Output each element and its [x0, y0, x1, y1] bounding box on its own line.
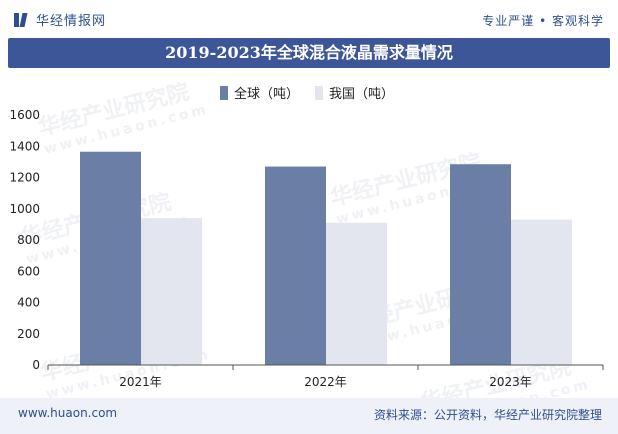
bar-china[interactable]: [511, 219, 572, 365]
footer-source: 资料来源：公开资料，华经产业研究院整理: [373, 408, 602, 422]
legend-item-china[interactable]: 我国（吨）: [315, 83, 394, 102]
bar-global[interactable]: [265, 166, 326, 365]
chart-legend: 全球（吨） 我国（吨）: [220, 83, 394, 102]
x-tick-label: 2021年: [119, 375, 162, 389]
y-tick-label: 400: [17, 296, 40, 310]
x-tick-label: 2023年: [489, 375, 532, 389]
legend-swatch-china: [315, 85, 324, 100]
y-tick-label: 800: [17, 233, 40, 247]
bar-chart: 0 200 400 600 800 1000 1200 1400 1600 2021年 2022年 2…: [9, 108, 604, 389]
y-tick-label: 1200: [9, 171, 40, 185]
y-tick-label: 200: [17, 327, 40, 341]
legend-label-global: 全球（吨）: [234, 87, 300, 102]
logo-text: 华经情报网: [36, 14, 107, 29]
y-tick-label: 1400: [9, 139, 40, 153]
legend-swatch-global: [220, 85, 228, 100]
bar-global[interactable]: [80, 151, 141, 365]
footer-url[interactable]: www.huaon.com: [18, 406, 118, 420]
bar-global[interactable]: [450, 164, 511, 365]
legend-label-china: 我国（吨）: [329, 87, 395, 102]
title-band: 2019-2023年全球混合液晶需求量情况: [8, 38, 610, 68]
tagline: 专业严谨 • 客观科学: [482, 14, 604, 28]
footer: www.huaon.com 资料来源：公开资料，华经产业研究院整理: [0, 398, 618, 434]
bar-china[interactable]: [141, 218, 202, 365]
logo-icon: [12, 12, 30, 28]
x-tick-label: 2022年: [304, 375, 347, 389]
y-tick-label: 1600: [9, 108, 40, 122]
y-tick-label: 600: [17, 264, 40, 278]
y-tick-label: 1000: [9, 202, 40, 216]
top-bar: 华经情报网 专业严谨 • 客观科学: [0, 0, 618, 34]
chart-title: 2019-2023年全球混合液晶需求量情况: [165, 43, 453, 62]
brand-logo[interactable]: 华经情报网: [12, 10, 106, 29]
legend-item-global[interactable]: 全球（吨）: [220, 83, 299, 102]
y-tick-label: 0: [32, 358, 40, 372]
bar-china[interactable]: [326, 222, 387, 365]
